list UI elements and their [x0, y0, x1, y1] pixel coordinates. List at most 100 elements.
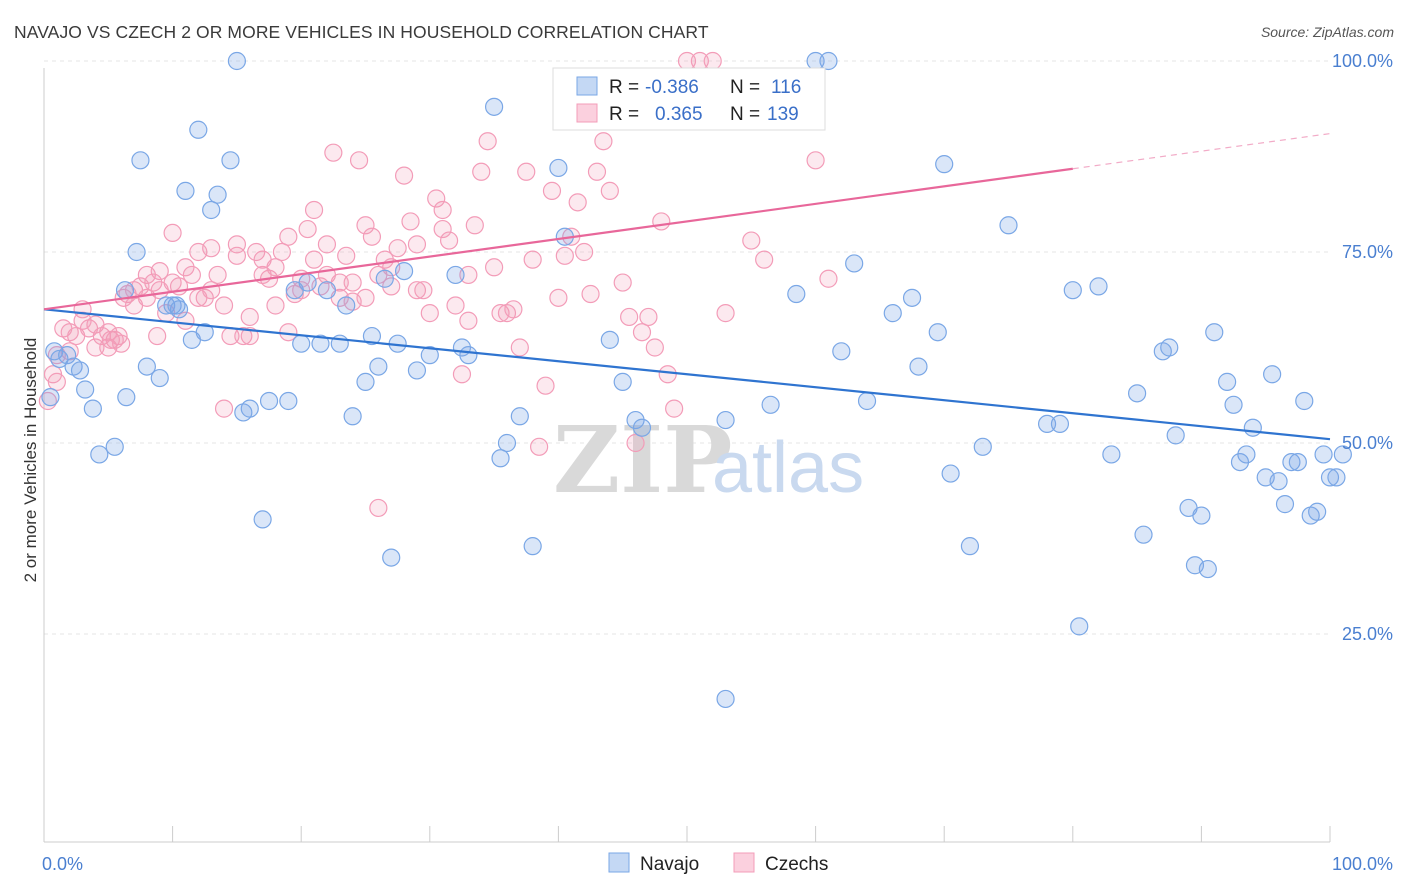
czechs-n-label: N =: [730, 104, 760, 125]
navajo-point: [195, 323, 214, 342]
czechs-point: [356, 216, 375, 235]
trend-lines: [43, 132, 1331, 441]
czechs-point: [639, 307, 658, 327]
watermark-atlas: atlas: [712, 428, 864, 508]
navajo-point: [446, 265, 465, 285]
navajo-point: [1288, 453, 1307, 472]
navajo-n-label: N =: [730, 77, 760, 98]
czechs-point: [47, 372, 66, 391]
navajo-point: [1295, 391, 1314, 411]
navajo-point: [337, 296, 356, 315]
czechs-point: [665, 399, 684, 418]
czechs-r-value: 0.365: [655, 104, 703, 125]
czechs-point: [240, 307, 259, 327]
czechs-point: [716, 304, 735, 323]
czechs-point: [819, 269, 838, 288]
czechs-point: [349, 151, 369, 170]
czechs-point: [620, 307, 639, 327]
navajo-point: [253, 510, 272, 529]
navajo-point: [1275, 495, 1295, 514]
czechs-point: [148, 326, 167, 346]
navajo-point: [1127, 384, 1147, 403]
czechs-point: [555, 246, 574, 265]
series-legend: Navajo Czechs: [608, 852, 828, 875]
navajo-trend-line: [43, 308, 1331, 441]
czechs-point: [523, 250, 542, 269]
czechs-point: [324, 143, 343, 162]
navajo-point: [131, 151, 150, 170]
czechs-point: [575, 242, 594, 262]
czechs-point: [594, 132, 613, 151]
czechs-point: [401, 212, 420, 231]
czechs-point: [420, 304, 439, 323]
czechs-point: [362, 227, 382, 246]
navajo-point: [394, 262, 414, 281]
czechs-point: [99, 323, 118, 342]
navajo-point: [1243, 418, 1262, 437]
navajo-point: [632, 418, 652, 437]
navajo-point: [1263, 365, 1282, 384]
czechs-point: [247, 242, 266, 262]
navajo-point: [549, 158, 568, 178]
czechs-point: [478, 132, 497, 151]
navajo-point: [369, 357, 388, 376]
x-tick-label: 100.0%: [1332, 854, 1393, 874]
czechs-point: [292, 281, 311, 300]
czechs-point: [163, 223, 182, 242]
navajo-point: [1198, 559, 1217, 579]
navajo-point: [343, 407, 362, 426]
navajo-point: [1134, 525, 1153, 544]
navajo-point: [485, 97, 504, 116]
navajo-point: [83, 399, 102, 418]
czechs-point: [581, 284, 600, 304]
navajo-point: [420, 346, 439, 365]
legend-navajo-label: Navajo: [640, 854, 699, 875]
czechs-point: [433, 200, 452, 220]
navajo-point: [292, 334, 311, 353]
navajo-point: [1037, 414, 1057, 433]
navajo-point: [70, 361, 90, 380]
navajo-point: [202, 200, 221, 220]
czechs-point: [202, 239, 221, 258]
czechs-point: [414, 281, 433, 300]
navajo-point: [497, 433, 517, 453]
navajo-point: [857, 391, 877, 411]
series-navajo: [41, 51, 1352, 709]
czechs-point: [214, 399, 234, 418]
czechs-point: [549, 288, 568, 307]
navajo-point: [58, 346, 77, 365]
czechs-point: [182, 265, 201, 285]
navajo-point: [137, 357, 156, 376]
navajo-point: [1333, 445, 1352, 464]
navajo-point: [459, 346, 478, 365]
navajo-point: [1320, 468, 1340, 487]
source-label: Source: ZipAtlas.com: [1260, 24, 1394, 40]
navajo-point: [1269, 472, 1288, 491]
navajo-swatch: [576, 76, 598, 96]
navajo-point: [1230, 453, 1250, 472]
navajo-point: [176, 181, 195, 200]
navajo-point: [999, 216, 1018, 235]
navajo-point: [227, 51, 246, 71]
czechs-point: [304, 250, 324, 269]
navajo-point: [832, 342, 851, 361]
czechs-point: [600, 181, 619, 200]
y-tick-labels: 25.0% 50.0% 75.0% 100.0%: [1332, 51, 1393, 644]
navajo-point: [1063, 281, 1082, 300]
czechs-point: [703, 51, 722, 71]
czechs-point: [124, 296, 144, 315]
navajo-point: [761, 395, 780, 414]
czechs-point: [356, 288, 375, 307]
y-tick-label: 100.0%: [1332, 51, 1393, 71]
stats-legend-box: [552, 67, 826, 131]
navajo-point: [1166, 426, 1185, 445]
czechs-point: [208, 265, 227, 285]
navajo-point: [716, 689, 735, 709]
czechs-point: [568, 193, 587, 212]
navajo-point: [1224, 395, 1243, 414]
czechs-point: [452, 365, 472, 384]
navajo-point: [90, 445, 109, 464]
czechs-point: [459, 311, 478, 330]
navajo-point: [1160, 338, 1179, 357]
navajo-point: [941, 464, 960, 483]
